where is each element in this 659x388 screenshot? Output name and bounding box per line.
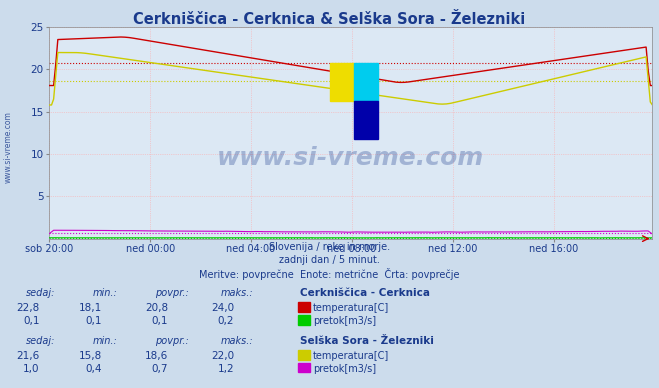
Text: 0,1: 0,1: [152, 316, 168, 326]
Text: 22,0: 22,0: [211, 351, 234, 361]
Text: zadnji dan / 5 minut.: zadnji dan / 5 minut.: [279, 255, 380, 265]
Text: povpr.:: povpr.:: [155, 288, 188, 298]
Text: Meritve: povprečne  Enote: metrične  Črta: povprečje: Meritve: povprečne Enote: metrične Črta:…: [199, 268, 460, 280]
Bar: [354, 63, 378, 101]
Bar: [330, 63, 354, 101]
Text: 0,1: 0,1: [23, 316, 40, 326]
Text: 1,2: 1,2: [217, 364, 234, 374]
Text: 0,4: 0,4: [86, 364, 102, 374]
Text: temperatura[C]: temperatura[C]: [313, 351, 389, 361]
Text: povpr.:: povpr.:: [155, 336, 188, 346]
Text: 24,0: 24,0: [211, 303, 234, 314]
Text: maks.:: maks.:: [221, 288, 254, 298]
Text: 0,7: 0,7: [152, 364, 168, 374]
Text: sedaj:: sedaj:: [26, 336, 56, 346]
Text: 21,6: 21,6: [16, 351, 40, 361]
Bar: [354, 101, 378, 139]
Text: 0,2: 0,2: [217, 316, 234, 326]
Text: maks.:: maks.:: [221, 336, 254, 346]
Text: pretok[m3/s]: pretok[m3/s]: [313, 316, 376, 326]
Text: min.:: min.:: [92, 288, 117, 298]
Text: Cerkniščica - Cerknica & Selška Sora - Železniki: Cerkniščica - Cerknica & Selška Sora - Ž…: [133, 12, 526, 27]
Text: Selška Sora - Železniki: Selška Sora - Železniki: [300, 336, 434, 346]
Text: min.:: min.:: [92, 336, 117, 346]
Text: Cerkniščica - Cerknica: Cerkniščica - Cerknica: [300, 288, 430, 298]
Text: 18,6: 18,6: [145, 351, 168, 361]
Text: temperatura[C]: temperatura[C]: [313, 303, 389, 314]
Text: 1,0: 1,0: [23, 364, 40, 374]
Text: www.si-vreme.com: www.si-vreme.com: [217, 146, 484, 170]
Text: Slovenija / reke in morje.: Slovenija / reke in morje.: [269, 242, 390, 253]
Text: 20,8: 20,8: [145, 303, 168, 314]
Text: 22,8: 22,8: [16, 303, 40, 314]
Text: pretok[m3/s]: pretok[m3/s]: [313, 364, 376, 374]
Text: 15,8: 15,8: [79, 351, 102, 361]
Text: sedaj:: sedaj:: [26, 288, 56, 298]
Text: www.si-vreme.com: www.si-vreme.com: [3, 111, 13, 184]
Text: 0,1: 0,1: [86, 316, 102, 326]
Text: 18,1: 18,1: [79, 303, 102, 314]
